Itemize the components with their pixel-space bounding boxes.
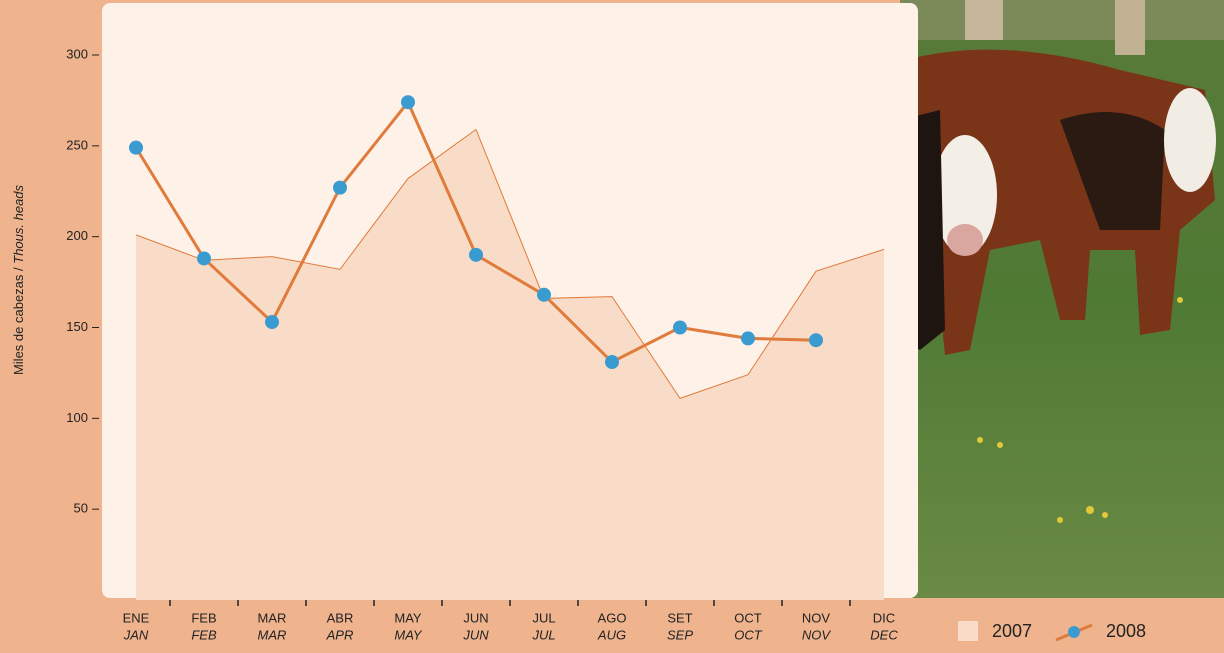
x-tick-label: ABR <box>327 610 354 625</box>
marker-2008 <box>741 331 755 346</box>
x-tick-label: NOV <box>802 610 831 625</box>
marker-2008 <box>333 180 347 195</box>
x-tick-label-en: JAN <box>123 627 149 642</box>
photo <box>900 0 1224 598</box>
x-tick-label: OCT <box>734 610 762 625</box>
area-2007 <box>136 129 884 600</box>
x-tick-label-en: JUL <box>531 627 555 642</box>
legend-swatch <box>958 621 978 641</box>
legend-marker <box>1068 626 1080 638</box>
line-2007 <box>135 128 885 399</box>
x-tick-label-en: FEB <box>191 627 217 642</box>
x-tick-label: AGO <box>598 610 627 625</box>
y-axis-label: Miles de cabezas / Thous. heads <box>11 184 26 375</box>
marker-2008 <box>469 247 483 262</box>
x-tick-label-en: MAY <box>394 627 423 642</box>
legend-label: 2008 <box>1106 621 1146 641</box>
x-tick-label-en: MAR <box>258 627 287 642</box>
marker-2008 <box>605 355 619 370</box>
marker-2008 <box>129 140 143 155</box>
y-tick-label: 150 <box>66 319 88 334</box>
marker-2008 <box>197 251 211 266</box>
y-tick-label: 50 <box>74 501 88 516</box>
x-tick-label-en: SEP <box>667 627 693 642</box>
marker-2008 <box>265 315 279 330</box>
x-tick-label-en: JUN <box>462 627 489 642</box>
x-tick-label: FEB <box>191 610 216 625</box>
y-tick-label: 250 <box>66 137 88 152</box>
marker-2008 <box>673 320 687 335</box>
x-tick-label: MAY <box>394 610 422 625</box>
marker-2008 <box>537 287 551 302</box>
x-tick-label: JUN <box>463 610 488 625</box>
x-tick-label-en: OCT <box>734 627 763 642</box>
y-tick-label: 300 <box>66 46 88 61</box>
marker-2008 <box>809 333 823 348</box>
marker-2008 <box>401 95 415 110</box>
y-label-es: Miles de cabezas / <box>11 264 26 375</box>
x-tick-label-en: APR <box>326 627 354 642</box>
y-tick-label: 100 <box>66 410 88 425</box>
legend-label: 2007 <box>992 621 1032 641</box>
x-tick-label-en: NOV <box>802 627 832 642</box>
y-tick-label: 200 <box>66 228 88 243</box>
x-tick-label-en: DEC <box>870 627 898 642</box>
x-tick-label: ENE <box>123 610 150 625</box>
x-tick-label-en: AUG <box>597 627 626 642</box>
x-tick-label: SET <box>667 610 692 625</box>
x-tick-label: DIC <box>873 610 895 625</box>
x-tick-label: JUL <box>532 610 555 625</box>
y-label-en: Thous. heads <box>11 184 26 263</box>
x-tick-label: MAR <box>258 610 287 625</box>
